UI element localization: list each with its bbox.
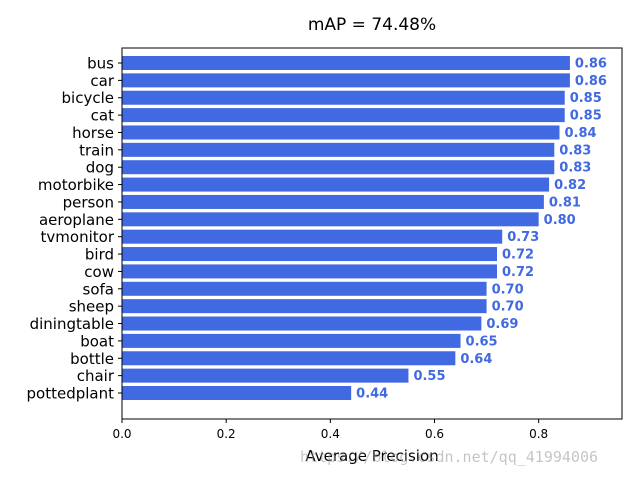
category-label-horse: horse — [72, 124, 114, 142]
bar-car — [122, 73, 570, 88]
value-label-dog: 0.83 — [559, 161, 591, 176]
bar-bird — [122, 247, 497, 262]
value-label-bottle: 0.64 — [460, 352, 492, 367]
category-label-pottedplant: pottedplant — [27, 385, 115, 403]
x-tick-label-0.2: 0.2 — [217, 427, 236, 441]
category-label-car: car — [90, 72, 114, 90]
x-tick-label-0.6: 0.6 — [425, 427, 444, 441]
category-label-chair: chair — [77, 367, 115, 385]
bar-sheep — [122, 299, 487, 314]
category-label-sofa: sofa — [83, 280, 114, 298]
bar-cow — [122, 264, 497, 279]
value-label-chair: 0.55 — [413, 369, 445, 384]
bar-motorbike — [122, 177, 550, 192]
value-label-car: 0.86 — [575, 74, 607, 89]
category-label-cat: cat — [91, 107, 114, 125]
value-label-bird: 0.72 — [502, 248, 534, 263]
bar-bicycle — [122, 90, 565, 105]
category-label-bottle: bottle — [70, 350, 114, 368]
category-label-bus: bus — [87, 55, 114, 73]
value-label-horse: 0.84 — [565, 126, 597, 141]
value-label-person: 0.81 — [549, 195, 581, 210]
value-label-diningtable: 0.69 — [486, 317, 518, 332]
value-label-pottedplant: 0.44 — [356, 387, 388, 402]
value-label-train: 0.83 — [559, 143, 591, 158]
value-label-aeroplane: 0.80 — [544, 213, 576, 228]
bar-tvmonitor — [122, 229, 503, 244]
category-label-motorbike: motorbike — [38, 176, 114, 194]
x-tick-label-0.8: 0.8 — [529, 427, 548, 441]
chart-title: mAP = 74.48% — [308, 15, 436, 35]
category-label-dog: dog — [86, 159, 114, 177]
category-label-bird: bird — [85, 246, 114, 264]
value-label-sofa: 0.70 — [492, 282, 524, 297]
bar-horse — [122, 125, 560, 140]
value-label-tvmonitor: 0.73 — [507, 230, 539, 245]
value-label-bus: 0.86 — [575, 57, 607, 72]
bar-aeroplane — [122, 212, 539, 227]
bar-person — [122, 194, 544, 209]
value-labels: 0.86 0.86 0.85 0.85 0.84 0.83 0.83 0.82 0.81 0.80… — [356, 57, 607, 402]
value-label-cow: 0.72 — [502, 265, 534, 280]
bar-bus — [122, 56, 570, 70]
bar-cat — [122, 108, 565, 123]
bar-pottedplant — [122, 386, 352, 400]
bar-sofa — [122, 281, 487, 296]
category-label-cow: cow — [84, 263, 114, 281]
x-tick-label-0.4: 0.4 — [321, 427, 340, 441]
category-label-sheep: sheep — [69, 298, 114, 316]
value-label-motorbike: 0.82 — [554, 178, 586, 193]
bar-dog — [122, 160, 555, 175]
value-label-cat: 0.85 — [570, 109, 602, 124]
value-label-boat: 0.65 — [466, 334, 498, 349]
bar-bottle — [122, 351, 456, 366]
category-label-boat: boat — [80, 332, 114, 350]
value-label-sheep: 0.70 — [492, 300, 524, 315]
x-tick-label-0.0: 0.0 — [112, 427, 131, 441]
category-label-bicycle: bicycle — [62, 89, 114, 107]
x-axis-label: Average Precision — [305, 447, 438, 465]
category-label-aeroplane: aeroplane — [39, 211, 114, 229]
category-label-tvmonitor: tvmonitor — [41, 228, 115, 246]
bars-layer — [122, 56, 570, 400]
bar-boat — [122, 333, 461, 348]
bar-diningtable — [122, 316, 482, 331]
value-label-bicycle: 0.85 — [570, 91, 602, 106]
category-labels: buscarbicyclecathorsetraindogmotorbikepe… — [27, 55, 122, 403]
category-label-train: train — [79, 141, 114, 159]
category-label-diningtable: diningtable — [30, 315, 114, 333]
bar-train — [122, 142, 555, 157]
category-label-person: person — [63, 193, 114, 211]
x-axis: 0.0 0.2 0.4 0.6 0.8 — [112, 419, 548, 441]
plot-frame — [121, 47, 623, 420]
bar-chair — [122, 368, 409, 383]
